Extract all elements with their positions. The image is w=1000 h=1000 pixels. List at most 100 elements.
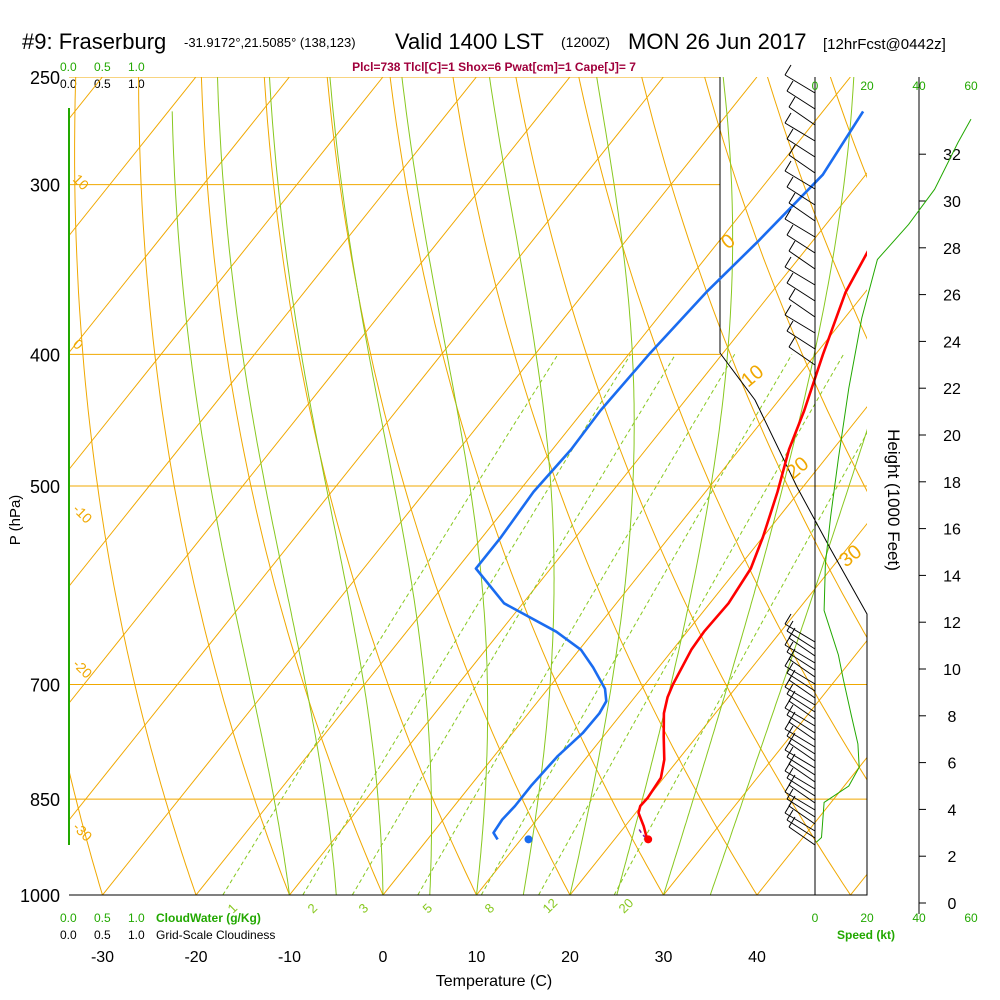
wind-barb xyxy=(788,826,816,846)
wind-barb-feather xyxy=(788,144,796,156)
speed-tick-top: 40 xyxy=(912,79,926,93)
station-coords: -31.9172°,21.5085° (138,123) xyxy=(184,35,356,50)
wind-barb-feather xyxy=(788,96,796,108)
height-axis-title: Height (1000 Feet) xyxy=(884,429,903,571)
isotherm xyxy=(69,77,197,237)
speed-tick-top: 60 xyxy=(964,79,978,93)
height-tick-label: 22 xyxy=(943,381,961,398)
valid-date: MON 26 Jun 2017 xyxy=(628,29,807,54)
wind-barb xyxy=(784,623,816,643)
dry-adiabat xyxy=(69,768,103,895)
wind-barb-feather xyxy=(786,704,794,716)
wind-barb xyxy=(786,186,816,206)
height-tick-label: 4 xyxy=(948,802,957,819)
height-tick-label: 30 xyxy=(943,194,961,211)
surface-temperature-dot xyxy=(644,835,653,844)
wind-barb xyxy=(788,763,816,783)
speed-tick-bottom: 20 xyxy=(860,911,874,925)
cloudwater-tick: 0.0 xyxy=(60,911,77,925)
cloudiness-tick: 0.5 xyxy=(94,77,111,91)
wind-barb xyxy=(784,218,816,238)
speed-tick-top: 0 xyxy=(812,79,819,93)
wind-barb-feather xyxy=(788,240,796,252)
height-tick-label: 8 xyxy=(948,709,957,726)
cloudwater-label: CloudWater (g/Kg) xyxy=(156,911,261,925)
wind-barb xyxy=(788,679,816,699)
wind-barb xyxy=(788,658,816,678)
speed-tick-bottom: 60 xyxy=(964,911,978,925)
height-tick-label: 2 xyxy=(948,849,957,866)
pressure-tick-label: 500 xyxy=(30,477,60,497)
mixing-ratio-label: 5 xyxy=(420,900,436,916)
dry-adiabat xyxy=(767,77,867,340)
pressure-tick-label: 700 xyxy=(30,676,60,696)
temperature-tick-label: 0 xyxy=(379,949,388,966)
wind-barb xyxy=(784,728,816,748)
mixing-ratio-line xyxy=(417,354,736,895)
dry-adiabat xyxy=(641,77,867,639)
surface-dewpoint-dot xyxy=(524,835,533,844)
sounding-profiles xyxy=(474,110,867,844)
dry-adiabat xyxy=(0,77,9,895)
wind-barb xyxy=(786,138,816,158)
wind-barb-feather xyxy=(784,304,792,316)
wind-barb xyxy=(788,154,816,174)
mixing-ratio-label: 20 xyxy=(616,895,637,916)
wind-barb xyxy=(788,805,816,825)
pressure-tick-label: 1000 xyxy=(20,886,60,906)
speed-tick-top: 20 xyxy=(860,79,874,93)
cloudwater-tick: 0.0 xyxy=(60,60,77,74)
wind-barb-feather xyxy=(788,192,796,204)
wind-barb-feather xyxy=(784,256,792,268)
moist-adiabat-label: 30 xyxy=(835,541,866,572)
wind-barb-feather xyxy=(788,336,796,348)
dry-adiabat xyxy=(263,77,477,895)
temperature-tick-label: 20 xyxy=(561,949,579,966)
mixing-ratio-label: 2 xyxy=(305,900,321,916)
dry-adiabat xyxy=(326,77,571,895)
temperature-tick-label: -10 xyxy=(278,949,301,966)
dry-adiabat-label: -10 xyxy=(70,501,96,527)
cloudwater-tick: 0.5 xyxy=(94,60,111,74)
height-tick-label: 12 xyxy=(943,615,961,632)
wind-barb-feather xyxy=(784,208,792,220)
wind-barb xyxy=(784,749,816,769)
wind-barb-feather xyxy=(784,64,792,76)
wind-barb-feather xyxy=(786,80,794,92)
moist-adiabat xyxy=(616,77,734,895)
wind-barb xyxy=(786,234,816,254)
wind-barb-feather xyxy=(786,620,794,632)
wind-barb-feather xyxy=(784,160,792,172)
wind-barb xyxy=(786,282,816,302)
isotherm xyxy=(569,522,867,895)
x-axis-title: Temperature (C) xyxy=(436,973,552,990)
dry-adiabat-label: 0 xyxy=(70,336,87,353)
wind-barb xyxy=(788,784,816,804)
station-title: #9: Fraserburg xyxy=(22,29,166,54)
panel-border xyxy=(69,77,868,896)
wind-speed-profile xyxy=(815,118,972,843)
speed-label: Speed (kt) xyxy=(837,928,895,942)
wind-barb xyxy=(784,770,816,790)
bottom-legend: 0.0 0.5 1.0 CloudWater (g/Kg) 0.0 0.5 1.… xyxy=(60,911,895,942)
dry-adiabat xyxy=(578,77,867,781)
wind-barb xyxy=(788,721,816,741)
moist-adiabat xyxy=(401,77,489,895)
isotherm xyxy=(756,756,867,895)
wind-barb-feather xyxy=(786,683,794,695)
valid-time: Valid 1400 LST xyxy=(395,29,544,54)
moist-adiabat xyxy=(709,428,867,895)
wind-barb xyxy=(784,686,816,706)
speed-tick-bottom: 0 xyxy=(812,911,819,925)
wind-panel-outline xyxy=(69,77,868,896)
isotherm xyxy=(663,639,867,895)
thermo-grid xyxy=(0,77,867,895)
isotherm xyxy=(850,873,867,895)
pressure-tick-label: 850 xyxy=(30,790,60,810)
wind-barb xyxy=(784,74,816,94)
height-tick-label: 14 xyxy=(943,568,961,585)
height-tick-label: 28 xyxy=(943,241,961,258)
wind-barb-feather xyxy=(786,788,794,800)
cloudwater-tick: 0.5 xyxy=(94,911,111,925)
dry-adiabat xyxy=(138,77,290,895)
